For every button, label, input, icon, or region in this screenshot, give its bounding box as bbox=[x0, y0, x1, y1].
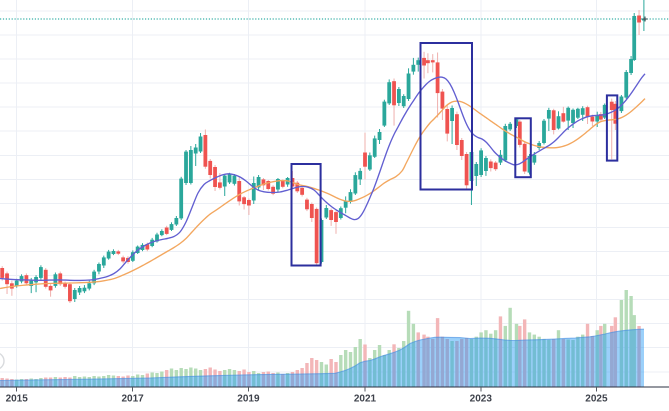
svg-text:2019: 2019 bbox=[237, 394, 260, 405]
svg-text:2025: 2025 bbox=[585, 394, 608, 405]
svg-text:2023: 2023 bbox=[470, 394, 493, 405]
svg-text:2017: 2017 bbox=[121, 394, 144, 405]
svg-text:2021: 2021 bbox=[354, 394, 377, 405]
svg-text:2015: 2015 bbox=[6, 394, 29, 405]
